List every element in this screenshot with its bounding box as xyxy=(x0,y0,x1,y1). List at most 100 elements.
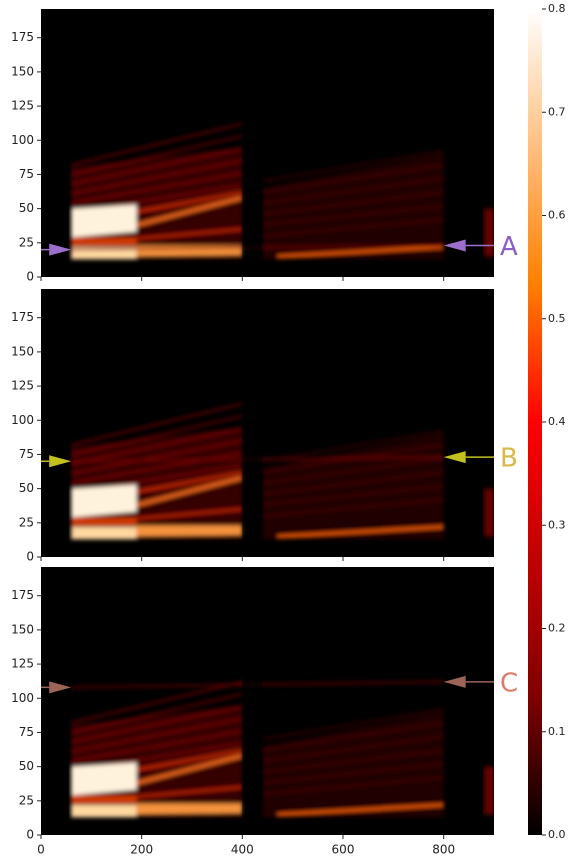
colorbar-tick-label: 0.5 xyxy=(548,312,566,325)
arrow-head xyxy=(443,451,466,464)
heat-streak xyxy=(71,717,243,753)
heatmap xyxy=(41,9,494,277)
heat-streak xyxy=(70,427,243,465)
annotation-label: A xyxy=(500,232,518,262)
heat-streak xyxy=(262,430,444,463)
heat-region xyxy=(136,803,243,815)
heat-streak xyxy=(262,163,444,194)
annotation-label: C xyxy=(500,668,518,698)
heat-region xyxy=(71,237,137,246)
heatmap xyxy=(41,567,494,835)
heat-streak xyxy=(262,721,444,752)
heat-region xyxy=(71,795,137,804)
heatmap-texture xyxy=(70,402,494,540)
heat-region xyxy=(136,525,243,537)
y-tick-label: 25 xyxy=(19,515,34,529)
dark-column xyxy=(446,9,483,277)
arrow-head xyxy=(49,243,72,256)
heat-streak xyxy=(262,749,444,774)
heat-streak xyxy=(71,159,243,195)
x-tick-label: 800 xyxy=(432,843,455,856)
heat-streak xyxy=(262,708,444,741)
colorbar-tick-label: 0.2 xyxy=(548,622,566,635)
annotation-arrow xyxy=(443,675,494,688)
arrow-head xyxy=(443,675,466,688)
arrow-head xyxy=(443,239,466,252)
heat-streak xyxy=(262,498,444,517)
colorbar-tick-label: 0.8 xyxy=(548,2,566,15)
heat-streak xyxy=(136,190,243,213)
y-tick-label: 150 xyxy=(11,344,34,358)
heat-streak xyxy=(70,415,243,456)
y-tick-label: 75 xyxy=(19,447,34,461)
y-tick-label: 50 xyxy=(19,481,34,495)
heatmap xyxy=(41,289,494,557)
y-tick-label: 175 xyxy=(11,588,34,602)
dark-column xyxy=(242,567,263,835)
annotation-arrow xyxy=(443,239,494,252)
heat-streak xyxy=(71,730,243,763)
y-tick-label: 25 xyxy=(19,793,34,807)
dark-column xyxy=(446,567,483,835)
heat-streak xyxy=(70,705,243,743)
annotation-arrow xyxy=(443,451,494,464)
heat-streak xyxy=(262,177,444,205)
colorbar-tick-label: 0.4 xyxy=(548,415,566,428)
heatmap-texture xyxy=(70,122,494,260)
heat-region xyxy=(71,517,137,526)
heat-streak xyxy=(136,507,243,521)
heat-streak xyxy=(262,191,444,216)
heat-streak xyxy=(70,680,243,724)
heat-streak xyxy=(262,776,444,795)
colorbar-tick-label: 0.7 xyxy=(548,105,566,118)
y-tick-label: 175 xyxy=(11,310,34,324)
heat-streak xyxy=(70,402,243,446)
dark-column xyxy=(242,289,263,557)
colorbar-tick-label: 0.3 xyxy=(548,518,566,531)
heat-streak xyxy=(136,785,243,799)
heat-streak xyxy=(262,484,444,507)
y-tick-label: 125 xyxy=(11,379,34,393)
heat-region xyxy=(71,526,137,540)
heat-streak xyxy=(262,204,444,227)
heat-streak xyxy=(136,470,243,493)
dark-column xyxy=(41,567,69,835)
heat-streak xyxy=(70,693,243,734)
heat-streak xyxy=(71,439,243,475)
heat-streak xyxy=(277,245,444,258)
y-tick-label: 50 xyxy=(19,759,34,773)
y-tick-label: 100 xyxy=(11,413,34,427)
heat-streak xyxy=(262,762,444,785)
x-tick-label: 200 xyxy=(130,843,153,856)
heat-region xyxy=(71,762,137,796)
heat-region xyxy=(262,433,444,540)
heat-streak xyxy=(262,457,444,485)
arrow-head xyxy=(49,681,72,694)
y-tick-label: 0 xyxy=(26,270,34,284)
heat-streak xyxy=(262,471,444,496)
heat-streak xyxy=(262,150,444,183)
heat-streak xyxy=(136,227,243,241)
heat-region xyxy=(262,711,444,818)
y-tick-label: 25 xyxy=(19,235,34,249)
y-tick-label: 100 xyxy=(11,133,34,147)
colorbar-tick-label: 0.0 xyxy=(548,828,566,841)
heat-streak xyxy=(136,195,243,227)
colorbar-tick-label: 0.1 xyxy=(548,725,566,738)
y-tick-label: 75 xyxy=(19,167,34,181)
heat-streak xyxy=(70,122,243,166)
heat-streak xyxy=(71,452,243,485)
y-tick-label: 150 xyxy=(11,64,34,78)
x-tick-label: 0 xyxy=(37,843,45,856)
annotation-label: B xyxy=(500,444,518,474)
x-tick-label: 600 xyxy=(332,843,355,856)
y-tick-label: 175 xyxy=(11,30,34,44)
heat-streak xyxy=(277,803,444,816)
annotation-arrow xyxy=(41,455,72,468)
y-tick-label: 0 xyxy=(26,550,34,564)
y-tick-label: 0 xyxy=(26,828,34,842)
heat-region xyxy=(262,153,444,260)
heat-region xyxy=(483,208,494,257)
y-tick-label: 150 xyxy=(11,622,34,636)
